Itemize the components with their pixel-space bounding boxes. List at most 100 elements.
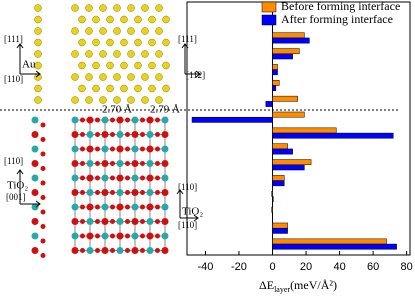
atom <box>99 4 107 12</box>
atom <box>127 73 135 81</box>
atom <box>95 175 100 181</box>
atom <box>71 50 79 58</box>
atom <box>131 116 139 124</box>
atom <box>40 224 46 229</box>
atom <box>140 117 145 123</box>
atom <box>120 84 128 93</box>
atom <box>113 50 121 58</box>
atom <box>71 247 79 254</box>
atom <box>106 61 114 70</box>
atom <box>120 15 128 24</box>
plot-frame <box>186 1 411 256</box>
atom <box>34 15 42 24</box>
bar <box>272 222 288 229</box>
atom <box>140 146 145 152</box>
atom <box>92 38 100 47</box>
atom <box>40 122 46 128</box>
atom <box>86 189 94 196</box>
atom <box>95 190 100 195</box>
atom <box>116 232 124 240</box>
bar-chart: -40 -20 0 20 40 60 80 ΔElayer(meV/Å²) Before for… <box>186 0 413 294</box>
atom <box>148 61 156 70</box>
direction-label: [110] <box>4 74 23 84</box>
atom <box>80 233 85 239</box>
atom <box>125 204 130 210</box>
atom <box>141 50 149 58</box>
atom <box>92 61 100 70</box>
atom <box>131 203 139 211</box>
atom <box>125 248 130 253</box>
atom <box>40 137 46 142</box>
atom <box>86 174 94 182</box>
material-label: Au <box>22 59 36 71</box>
atom <box>95 117 100 123</box>
atom <box>40 195 46 200</box>
atom <box>110 219 115 224</box>
legend-swatch <box>261 14 277 26</box>
atom <box>95 248 100 253</box>
atom <box>80 146 85 152</box>
atom <box>106 15 114 24</box>
atom <box>116 116 124 124</box>
atom <box>140 233 145 239</box>
atom <box>71 96 79 104</box>
bar <box>272 132 394 139</box>
atom <box>95 161 100 166</box>
atom <box>110 117 115 123</box>
atom <box>113 27 121 35</box>
atom <box>71 232 79 240</box>
direction-label: [001] <box>6 192 26 202</box>
atom <box>162 15 170 24</box>
atom <box>95 146 100 152</box>
direction-label: [111] <box>4 34 23 44</box>
bar <box>272 69 278 76</box>
atom <box>40 253 46 258</box>
bar <box>272 32 305 39</box>
atom <box>101 160 109 167</box>
atom <box>116 203 124 211</box>
bar <box>272 143 288 150</box>
legend-swatch <box>261 1 277 13</box>
atom <box>113 96 121 104</box>
atom <box>161 116 169 124</box>
atom <box>161 189 169 196</box>
atom <box>155 132 160 137</box>
atom <box>146 145 154 153</box>
atom <box>85 73 93 81</box>
atom <box>110 204 115 210</box>
atom <box>116 131 124 138</box>
atom <box>131 189 139 196</box>
atom <box>155 27 163 35</box>
bar <box>272 148 293 155</box>
atom <box>155 248 160 253</box>
legend-label: Before forming interface <box>281 0 400 13</box>
atom <box>155 219 160 224</box>
atom <box>140 219 145 224</box>
atom <box>71 160 79 167</box>
atom <box>71 203 79 211</box>
direction-label: [110] <box>178 220 197 230</box>
atom <box>155 4 163 12</box>
atom <box>134 38 142 47</box>
bar <box>272 227 288 234</box>
atom <box>155 96 163 104</box>
atom <box>95 132 100 137</box>
atom <box>146 174 154 182</box>
atom <box>86 116 94 124</box>
atom <box>31 218 39 225</box>
atom <box>31 232 39 240</box>
bar <box>191 116 273 123</box>
atom <box>86 160 94 167</box>
atom <box>161 131 169 138</box>
atom <box>134 84 142 93</box>
atom <box>146 218 154 225</box>
atom <box>101 131 109 138</box>
atom <box>162 38 170 47</box>
x-tick-label: 80 <box>401 261 413 273</box>
x-tick-label: -20 <box>231 261 247 273</box>
atom <box>161 232 169 240</box>
direction-label: [110] <box>4 156 23 166</box>
atom <box>162 61 170 70</box>
atom <box>86 145 94 153</box>
atom <box>110 190 115 195</box>
